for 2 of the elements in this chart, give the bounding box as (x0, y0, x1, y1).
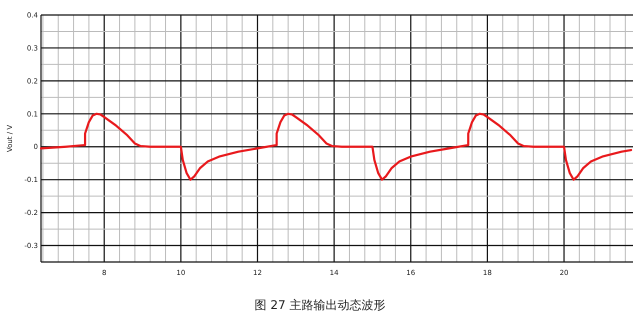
line-series (40, 112, 632, 181)
text: 图 27 主路输出动态波形 (254, 298, 386, 312)
